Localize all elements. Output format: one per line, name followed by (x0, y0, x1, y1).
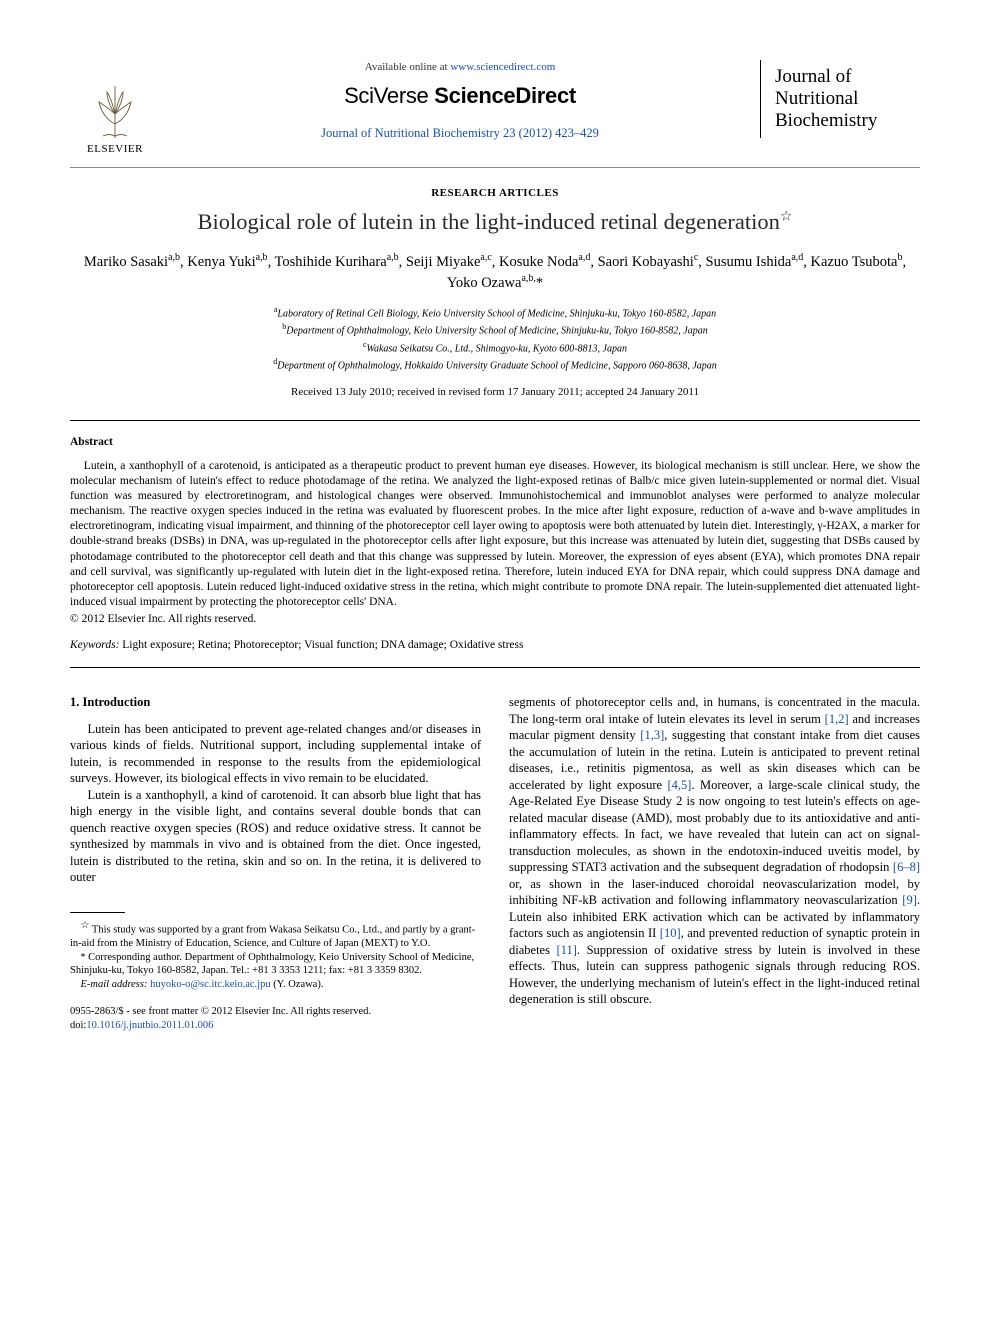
author-list: Mariko Sasakia,b, Kenya Yukia,b, Toshihi… (70, 251, 920, 294)
doi-link[interactable]: 10.1016/j.jnutbio.2011.01.006 (86, 1020, 213, 1031)
section-heading: 1. Introduction (70, 694, 481, 711)
body-paragraph: Lutein has been anticipated to prevent a… (70, 721, 481, 787)
abstract-body: Lutein, a xanthophyll of a carotenoid, i… (70, 459, 920, 611)
article-dates: Received 13 July 2010; received in revis… (70, 385, 920, 400)
abstract-text: Lutein, a xanthophyll of a carotenoid, i… (70, 459, 920, 611)
elsevier-tree-icon (85, 80, 145, 140)
citation-link[interactable]: [4,5] (667, 778, 691, 792)
affiliation: bDepartment of Ophthalmology, Keio Unive… (70, 321, 920, 338)
page-header: ELSEVIER Available online at www.science… (70, 60, 920, 168)
footnote-email: E-mail address: huyoko-o@sc.itc.keio.ac.… (70, 978, 481, 992)
copyright-line: © 2012 Elsevier Inc. All rights reserved… (70, 612, 920, 628)
affiliation: dDepartment of Ophthalmology, Hokkaido U… (70, 356, 920, 373)
citation-link[interactable]: [9] (902, 893, 917, 907)
journal-citation[interactable]: Journal of Nutritional Biochemistry 23 (… (170, 125, 750, 142)
sciencedirect-link[interactable]: www.sciencedirect.com (450, 61, 555, 73)
footnotes: ☆ This study was supported by a grant fr… (70, 919, 481, 992)
sciverse-logo: SciVerse ScienceDirect (170, 81, 750, 111)
article-type-label: RESEARCH ARTICLES (70, 186, 920, 201)
publisher-name: ELSEVIER (87, 142, 143, 157)
footnote: * Corresponding author. Department of Op… (70, 951, 481, 978)
citation-link[interactable]: [1,2] (825, 712, 849, 726)
right-column: segments of photoreceptor cells and, in … (509, 694, 920, 1032)
keywords-label: Keywords: (70, 639, 119, 651)
left-column: 1. Introduction Lutein has been anticipa… (70, 694, 481, 1032)
journal-logo: Journal of Nutritional Biochemistry (760, 60, 920, 138)
citation-link[interactable]: [6–8] (893, 860, 920, 874)
article-title: Biological role of lutein in the light-i… (70, 207, 920, 237)
affiliation: aLaboratory of Retinal Cell Biology, Kei… (70, 304, 920, 321)
abstract-heading: Abstract (70, 435, 920, 451)
title-footnote-mark: ☆ (780, 209, 793, 224)
footnote: ☆ This study was supported by a grant fr… (70, 919, 481, 951)
footnote-separator (70, 912, 125, 913)
header-center: Available online at www.sciencedirect.co… (160, 60, 760, 141)
citation-link[interactable]: [11] (557, 943, 577, 957)
citation-link[interactable]: [10] (660, 926, 681, 940)
rule (70, 667, 920, 668)
rule (70, 420, 920, 421)
citation-link[interactable]: [1,3] (640, 728, 664, 742)
body-paragraph: Lutein is a xanthophyll, a kind of carot… (70, 787, 481, 886)
affiliation: cWakasa Seikatsu Co., Ltd., Shimogyo-ku,… (70, 339, 920, 356)
availability-line: Available online at www.sciencedirect.co… (170, 60, 750, 75)
body-columns: 1. Introduction Lutein has been anticipa… (70, 694, 920, 1032)
body-paragraph: segments of photoreceptor cells and, in … (509, 694, 920, 1008)
front-matter-line: 0955-2863/$ - see front matter © 2012 El… (70, 1005, 481, 1032)
affiliations: aLaboratory of Retinal Cell Biology, Kei… (70, 304, 920, 373)
corresponding-email-link[interactable]: huyoko-o@sc.itc.keio.ac.jpu (150, 979, 270, 990)
publisher-logo-block: ELSEVIER (70, 60, 160, 157)
keywords-line: Keywords: Light exposure; Retina; Photor… (70, 638, 920, 654)
keywords-list: Light exposure; Retina; Photoreceptor; V… (119, 639, 523, 651)
